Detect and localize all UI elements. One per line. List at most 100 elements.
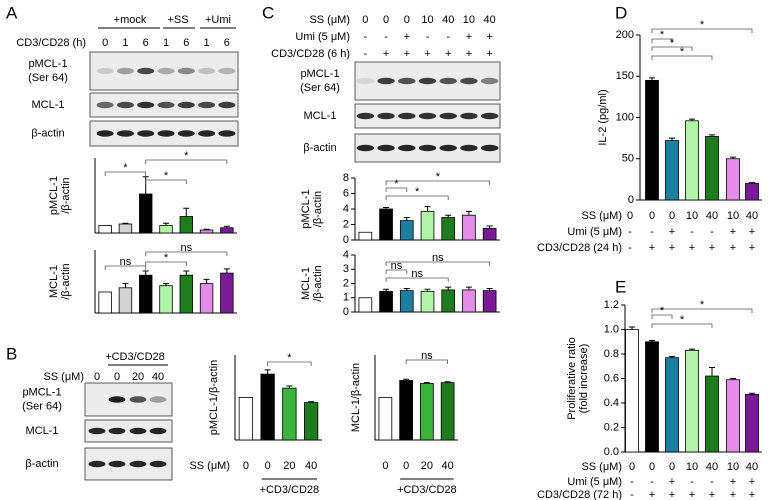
significance-bracket bbox=[651, 28, 753, 33]
blot-strip bbox=[84, 419, 173, 443]
bar bbox=[726, 158, 740, 201]
bar bbox=[98, 225, 112, 234]
blot-band bbox=[198, 130, 216, 137]
significance-bracket bbox=[385, 261, 491, 266]
error-bar bbox=[142, 270, 149, 276]
blot-row-label: pMCL-1 bbox=[22, 386, 61, 398]
blot-band bbox=[480, 144, 499, 152]
error-bar bbox=[669, 355, 675, 358]
error-bar bbox=[689, 348, 695, 351]
y-tick-label: 4 bbox=[343, 249, 349, 261]
blot-band bbox=[96, 101, 114, 109]
row-value: 40 bbox=[305, 460, 317, 472]
error-bar bbox=[486, 225, 493, 229]
bar bbox=[705, 136, 719, 201]
significance-label: * bbox=[415, 186, 420, 198]
bar bbox=[98, 291, 112, 314]
blot-band bbox=[177, 101, 195, 109]
condition-value: - bbox=[446, 31, 450, 43]
row-value: 10 bbox=[686, 461, 698, 473]
error-bar bbox=[122, 283, 129, 288]
row-value: - bbox=[710, 476, 714, 488]
condition-value: + bbox=[466, 48, 472, 60]
significance-label: * bbox=[680, 46, 685, 58]
bar bbox=[482, 227, 497, 241]
condition-value: + bbox=[424, 48, 430, 60]
row-value: 10 bbox=[727, 210, 739, 222]
blot-band bbox=[96, 130, 114, 137]
y-tick-label: 3 bbox=[343, 263, 349, 275]
row-value: 0 bbox=[382, 460, 388, 472]
bar bbox=[282, 387, 297, 441]
condition-value: + bbox=[383, 48, 389, 60]
row-value: 0 bbox=[669, 210, 675, 222]
lane-label: 6 bbox=[183, 37, 189, 49]
group-label: +CD3/CD28 bbox=[260, 484, 320, 496]
error-bar bbox=[465, 286, 472, 290]
error-bar bbox=[203, 278, 210, 284]
blot-band bbox=[218, 101, 236, 109]
y-tick-label: 2 bbox=[343, 218, 349, 230]
error-bar bbox=[444, 381, 451, 383]
row-label: CD3/CD28 (24 h) bbox=[537, 242, 622, 254]
row-value: 20 bbox=[283, 460, 295, 472]
y-tick-label: 150 bbox=[616, 70, 634, 82]
y-axis-label: /β-actin bbox=[312, 265, 324, 301]
row-label: SS (μM) bbox=[581, 461, 622, 473]
y-tick-label: 1.2 bbox=[604, 299, 619, 311]
y-tick-label: 8 bbox=[343, 172, 349, 184]
significance-label: * bbox=[164, 252, 169, 264]
y-tick-label: 2 bbox=[343, 277, 349, 289]
significance-label: ns bbox=[432, 252, 444, 264]
blot-band bbox=[377, 144, 395, 152]
bar bbox=[303, 402, 319, 441]
y-tick-label: 0.0 bbox=[604, 446, 619, 458]
bar bbox=[685, 349, 699, 453]
blot-band bbox=[460, 77, 478, 85]
blot-band bbox=[418, 112, 437, 120]
significance-bracket bbox=[651, 55, 713, 60]
row-value: + bbox=[730, 489, 736, 500]
bar bbox=[139, 274, 153, 314]
significance-bracket bbox=[651, 38, 673, 43]
row-value: - bbox=[690, 476, 694, 488]
row-value: + bbox=[689, 489, 695, 500]
lane-label: 40 bbox=[152, 371, 164, 383]
ss-label: SS (μM) bbox=[43, 371, 84, 383]
group-label: +CD3/CD28 bbox=[105, 351, 165, 363]
row-value: 40 bbox=[706, 461, 718, 473]
lane-label: 20 bbox=[132, 371, 144, 383]
error-bar bbox=[689, 118, 695, 121]
significance-label: * bbox=[287, 352, 292, 364]
y-axis-label: /β-actin bbox=[312, 191, 324, 227]
bar bbox=[118, 287, 133, 314]
significance-label: * bbox=[394, 178, 399, 190]
condition-value: 0 bbox=[404, 14, 410, 26]
bar bbox=[745, 394, 759, 453]
row-value: 0 bbox=[243, 460, 249, 472]
row-value: - bbox=[628, 226, 632, 238]
condition-value: 40 bbox=[442, 14, 454, 26]
panel-label: A bbox=[6, 3, 18, 22]
blot-strip bbox=[89, 51, 239, 91]
y-axis-label: MCL-1 bbox=[300, 267, 312, 300]
error-bar bbox=[142, 176, 149, 194]
row-value: - bbox=[650, 226, 654, 238]
blot-strip bbox=[84, 382, 173, 417]
y-tick-label: 0.6 bbox=[604, 372, 619, 384]
bar bbox=[379, 290, 393, 313]
y-tick-label: 200 bbox=[616, 29, 634, 41]
significance-label: * bbox=[680, 314, 685, 326]
y-tick-label: 100 bbox=[616, 111, 634, 123]
row-value: + bbox=[730, 476, 736, 488]
significance-label: ns bbox=[120, 256, 132, 268]
blot-band bbox=[137, 67, 155, 75]
error-bar bbox=[122, 222, 129, 224]
error-bar bbox=[223, 225, 230, 228]
lane-label: 1 bbox=[204, 37, 210, 49]
error-bar bbox=[649, 340, 655, 342]
blot-row-label: β-actin bbox=[25, 458, 58, 470]
time-label: CD3/CD28 (h) bbox=[16, 37, 86, 49]
row-value: 40 bbox=[442, 460, 454, 472]
